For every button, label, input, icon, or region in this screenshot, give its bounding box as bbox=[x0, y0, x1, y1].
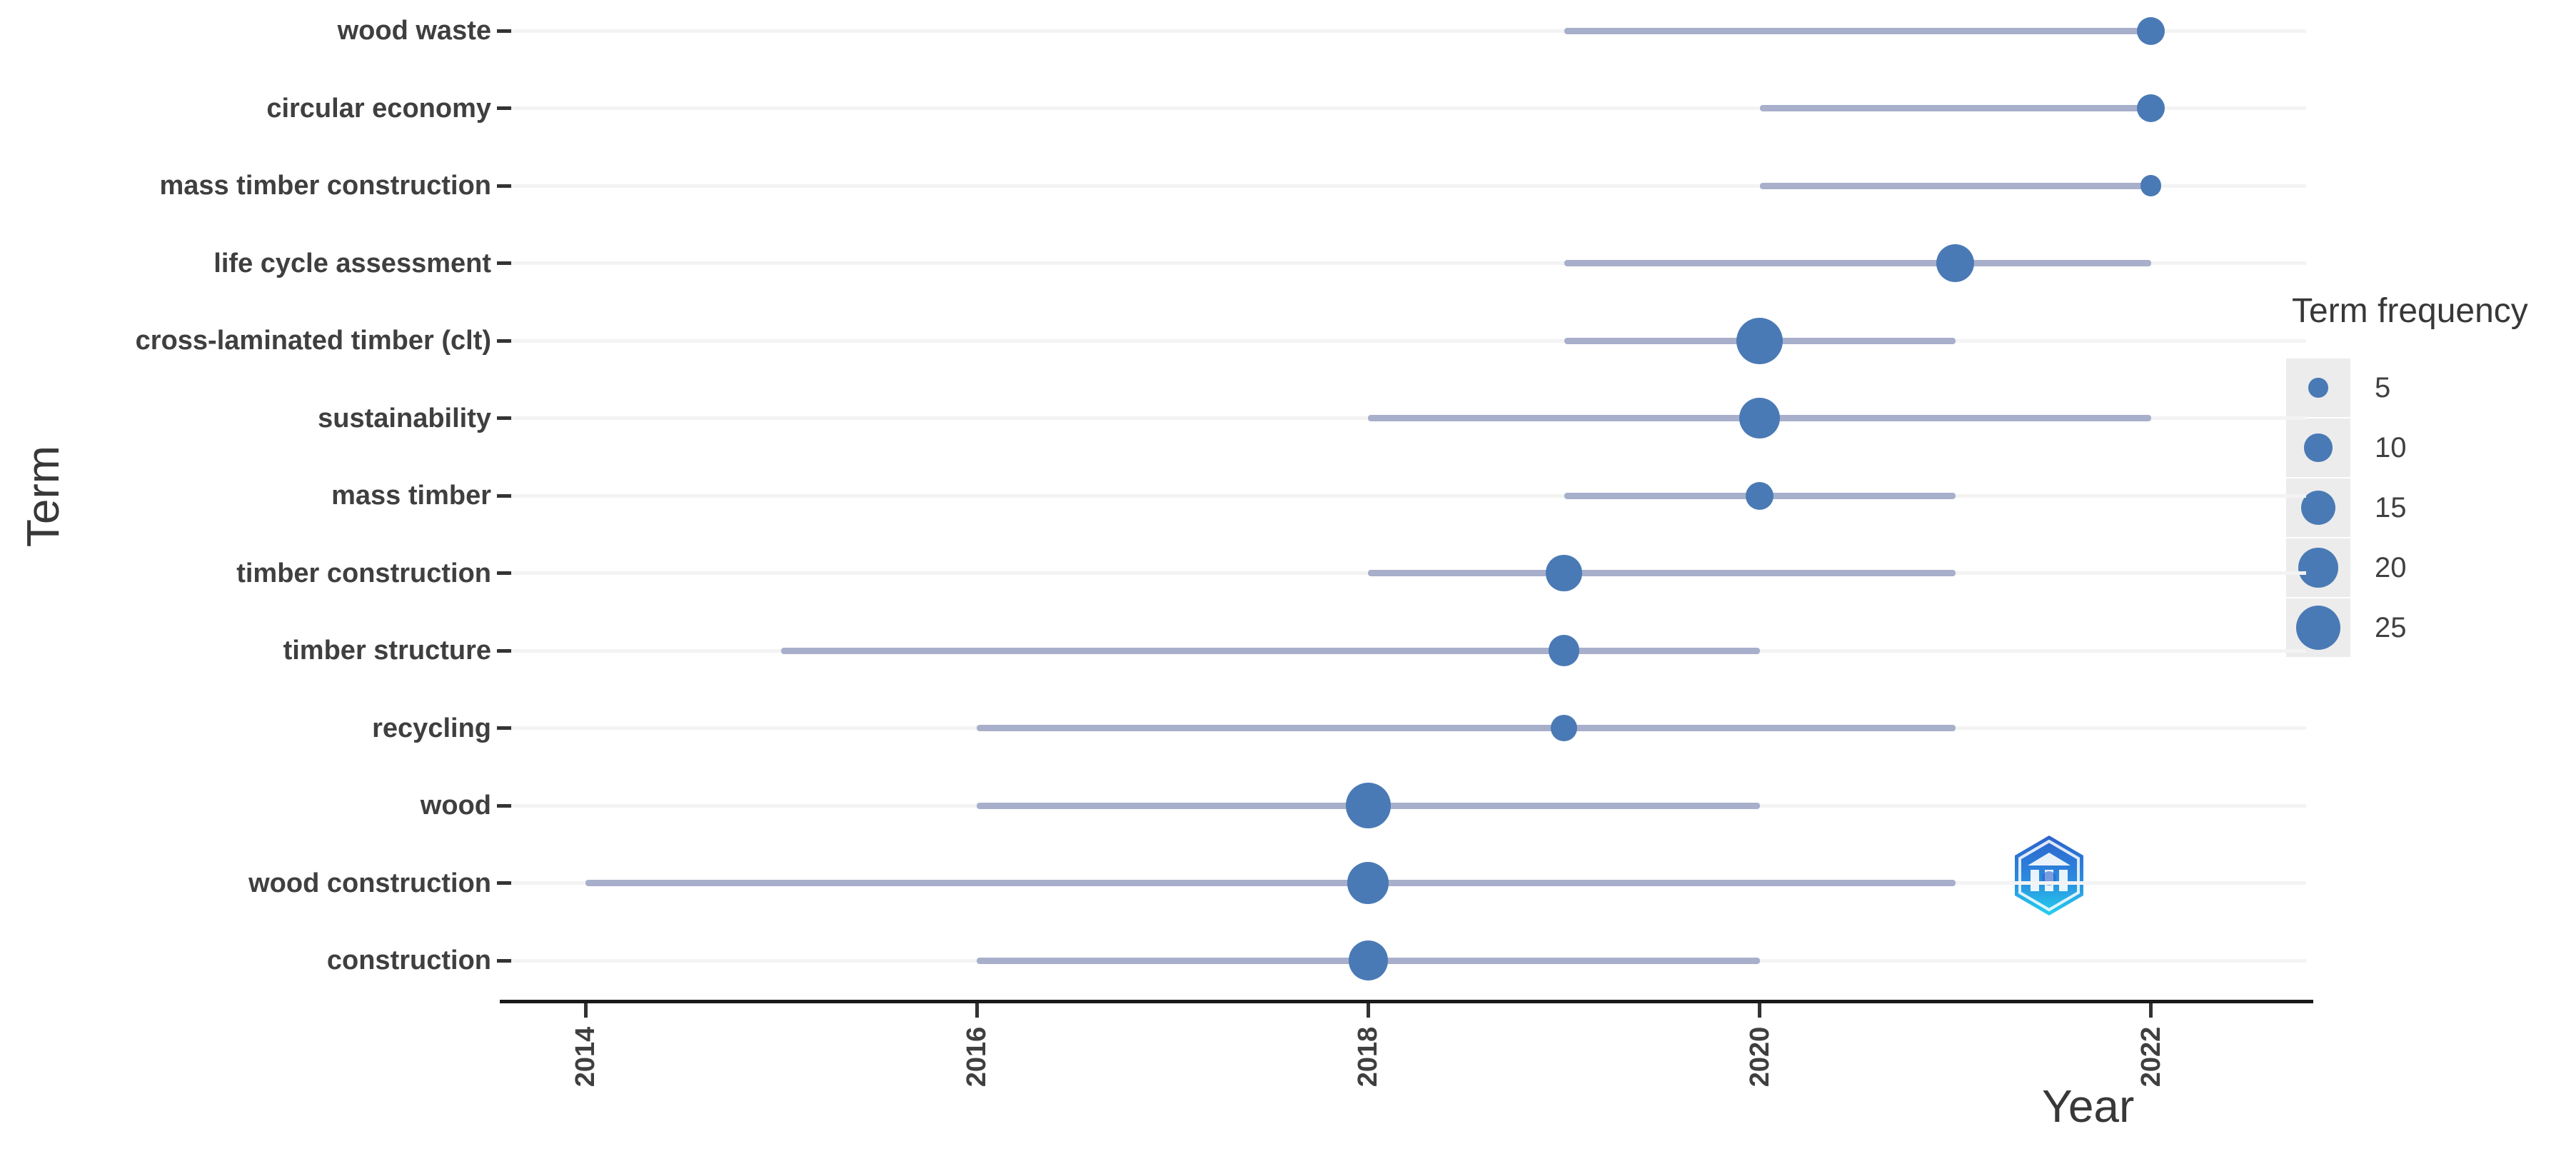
y-axis-label: construction bbox=[326, 945, 491, 975]
term-peak-dot bbox=[1546, 555, 1582, 591]
x-axis-tick-label: 2022 bbox=[2135, 1026, 2166, 1088]
y-axis-tick bbox=[497, 648, 511, 653]
term-peak-dot bbox=[1551, 715, 1577, 741]
hexagon-building-logo-icon bbox=[2012, 834, 2086, 920]
term-peak-dot bbox=[2137, 94, 2165, 122]
x-axis-title: Year bbox=[2042, 1080, 2135, 1132]
y-axis-tick bbox=[497, 803, 511, 808]
x-axis-tick-label: 2018 bbox=[1353, 1026, 1384, 1088]
term-peak-dot bbox=[2140, 175, 2162, 196]
legend-label: 15 bbox=[2375, 492, 2407, 523]
y-axis-tick bbox=[497, 184, 511, 188]
panel-gridline bbox=[510, 106, 2306, 110]
panel-gridline bbox=[510, 184, 2306, 188]
term-year-range-line bbox=[1368, 570, 1956, 576]
legend-title: Term frequency bbox=[2292, 292, 2528, 330]
y-axis-label: mass timber construction bbox=[159, 171, 491, 201]
term-peak-dot bbox=[1736, 317, 1783, 364]
y-axis-tick bbox=[497, 261, 511, 265]
x-axis-tick bbox=[975, 1003, 979, 1018]
term-peak-dot bbox=[1548, 635, 1580, 666]
y-axis-tick bbox=[497, 416, 511, 420]
term-year-range-line bbox=[585, 880, 1956, 886]
term-year-range-line bbox=[1564, 260, 2151, 266]
term-year-range-line bbox=[977, 725, 1956, 731]
y-axis-tick bbox=[497, 571, 511, 575]
y-axis-tick bbox=[497, 493, 511, 498]
y-axis-label: recycling bbox=[372, 713, 491, 743]
legend-size-dot bbox=[2296, 606, 2340, 650]
term-peak-dot bbox=[2137, 16, 2165, 45]
term-peak-dot bbox=[1746, 481, 1774, 510]
term-peak-dot bbox=[1347, 862, 1389, 904]
legend-label: 25 bbox=[2375, 612, 2407, 643]
y-axis-label: cross-laminated timber (clt) bbox=[135, 326, 491, 356]
x-axis-tick bbox=[1758, 1003, 1762, 1018]
legend-label: 5 bbox=[2375, 372, 2391, 403]
panel-gridline bbox=[510, 261, 2306, 265]
legend-label: 10 bbox=[2375, 432, 2407, 463]
x-axis-tick bbox=[583, 1003, 588, 1018]
term-peak-dot bbox=[1936, 244, 1975, 283]
term-year-range-line bbox=[1564, 27, 2151, 34]
x-axis-tick-label: 2016 bbox=[962, 1026, 992, 1088]
panel-gridline bbox=[510, 29, 2306, 33]
y-axis-label: wood waste bbox=[337, 16, 491, 46]
y-axis-tick bbox=[497, 958, 511, 963]
term-peak-dot bbox=[1348, 940, 1388, 980]
y-axis-label: timber construction bbox=[236, 558, 491, 588]
legend-size-dot bbox=[2304, 433, 2333, 462]
legend-label: 20 bbox=[2375, 552, 2407, 583]
legend-size-dot bbox=[2298, 548, 2338, 588]
panel-gridline bbox=[510, 338, 2306, 343]
term-year-range-line bbox=[781, 647, 1760, 654]
y-axis-label: circular economy bbox=[266, 93, 491, 124]
y-axis-tick bbox=[497, 29, 511, 33]
y-axis-label: mass timber bbox=[331, 481, 491, 511]
y-axis-label: timber structure bbox=[283, 636, 491, 666]
y-axis-label: wood construction bbox=[248, 868, 491, 898]
y-axis-tick bbox=[497, 338, 511, 343]
y-axis-tick bbox=[497, 726, 511, 730]
y-axis-label: sustainability bbox=[318, 403, 491, 433]
y-axis-tick bbox=[497, 106, 511, 110]
y-axis-label: wood bbox=[420, 791, 491, 821]
term-year-range-line bbox=[1759, 105, 2151, 111]
legend-size-dot bbox=[2308, 378, 2328, 398]
x-axis-tick bbox=[2149, 1003, 2153, 1018]
panel-gridline bbox=[510, 493, 2306, 498]
term-peak-dot bbox=[1739, 398, 1780, 438]
x-axis-tick-label: 2020 bbox=[1744, 1026, 1775, 1088]
legend-size-dot bbox=[2300, 490, 2335, 525]
term-year-range-line bbox=[1759, 182, 2151, 189]
x-axis-tick-label: 2014 bbox=[570, 1026, 600, 1088]
x-axis-tick bbox=[1366, 1003, 1370, 1018]
y-axis-tick bbox=[497, 881, 511, 885]
y-axis-label: life cycle assessment bbox=[213, 248, 491, 279]
term-peak-dot bbox=[1345, 783, 1392, 828]
x-axis-line bbox=[500, 1000, 2313, 1003]
